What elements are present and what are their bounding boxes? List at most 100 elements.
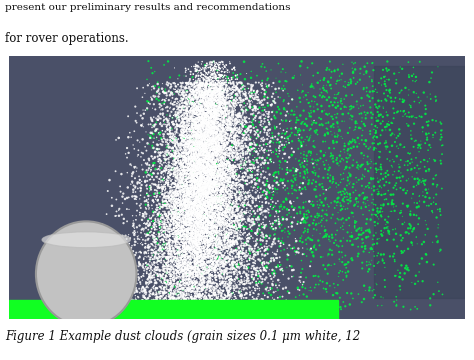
Point xyxy=(205,233,212,239)
Point xyxy=(212,290,219,296)
Point xyxy=(181,235,188,241)
Point xyxy=(178,167,185,173)
Point xyxy=(333,155,341,161)
Point xyxy=(198,123,206,129)
Point xyxy=(171,150,178,156)
Point xyxy=(180,291,187,297)
Point xyxy=(257,122,264,128)
Point xyxy=(173,150,181,156)
Point xyxy=(188,102,196,108)
Point xyxy=(215,202,223,208)
Point xyxy=(219,167,227,173)
Point xyxy=(150,122,157,128)
Point xyxy=(187,285,194,291)
Point xyxy=(213,87,220,93)
Point xyxy=(176,202,184,208)
Point xyxy=(375,235,383,241)
Point xyxy=(160,246,167,252)
Point xyxy=(197,177,205,183)
Point xyxy=(216,99,224,105)
Point xyxy=(209,166,216,172)
Point xyxy=(206,203,213,209)
Point xyxy=(198,221,206,226)
Point xyxy=(166,223,173,229)
Point xyxy=(173,96,181,102)
Point xyxy=(198,138,205,143)
Point xyxy=(182,190,189,196)
Point xyxy=(223,268,230,274)
Point xyxy=(208,110,215,116)
Point xyxy=(195,226,202,232)
Point xyxy=(215,144,222,149)
Point xyxy=(226,287,233,293)
Point xyxy=(356,232,364,238)
Point xyxy=(209,215,217,221)
Point xyxy=(240,270,248,276)
Point xyxy=(151,194,158,199)
Point xyxy=(199,163,206,169)
Point xyxy=(198,61,205,67)
Point xyxy=(211,88,219,94)
Point xyxy=(167,222,174,228)
Point xyxy=(190,151,198,157)
Point xyxy=(354,235,362,241)
Point xyxy=(183,200,191,206)
Point xyxy=(191,123,199,129)
Point xyxy=(191,297,198,303)
Point xyxy=(224,207,231,212)
Point xyxy=(201,135,208,141)
Point xyxy=(210,234,217,240)
Point xyxy=(209,78,216,84)
Point xyxy=(259,212,267,218)
Point xyxy=(175,153,183,159)
Point xyxy=(186,149,193,154)
Point xyxy=(214,270,222,276)
Point xyxy=(176,161,183,166)
Point xyxy=(185,127,193,133)
Point xyxy=(119,235,127,241)
Point xyxy=(195,129,203,135)
Point xyxy=(149,212,157,218)
Point xyxy=(190,260,197,266)
Point xyxy=(182,157,190,162)
Point xyxy=(396,270,404,276)
Point xyxy=(201,144,208,150)
Point xyxy=(252,149,260,155)
Point xyxy=(163,116,170,122)
Point xyxy=(217,96,225,102)
Point xyxy=(248,93,255,99)
Point xyxy=(201,231,208,237)
Point xyxy=(210,198,217,204)
Point xyxy=(228,165,236,170)
Point xyxy=(127,290,135,296)
Point xyxy=(237,254,245,260)
Point xyxy=(166,232,174,238)
Point xyxy=(186,173,193,179)
Point xyxy=(251,204,259,210)
Point xyxy=(258,230,266,235)
Point xyxy=(260,112,267,118)
Point xyxy=(205,143,213,148)
Point xyxy=(192,144,200,149)
Point xyxy=(177,280,185,285)
Point xyxy=(199,220,207,226)
Point xyxy=(192,165,200,170)
Point xyxy=(192,168,200,174)
Point xyxy=(175,109,182,114)
Point xyxy=(160,218,168,224)
Point xyxy=(191,229,199,235)
Point xyxy=(209,83,217,89)
Point xyxy=(218,129,226,134)
Point xyxy=(188,199,195,204)
Point xyxy=(175,207,183,213)
Point xyxy=(237,233,245,238)
Point xyxy=(366,161,374,166)
Point xyxy=(195,171,203,176)
Point xyxy=(211,124,219,130)
Point xyxy=(163,203,171,209)
Point xyxy=(375,167,383,172)
Point xyxy=(204,238,211,244)
Point xyxy=(158,199,166,205)
Point xyxy=(175,281,183,287)
Point xyxy=(181,154,188,160)
